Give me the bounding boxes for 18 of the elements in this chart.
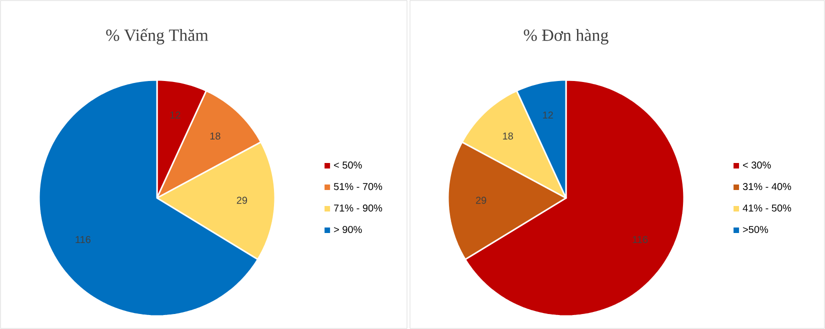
legend-label: > 90% bbox=[334, 226, 362, 234]
data-label: 116 bbox=[76, 236, 90, 244]
data-label: 12 bbox=[543, 112, 553, 118]
legend-label: 71% - 90% bbox=[334, 204, 382, 212]
legend-label: < 30% bbox=[743, 162, 771, 169]
data-label: 18 bbox=[503, 132, 513, 140]
chart-title: % Viếng Thăm bbox=[106, 28, 208, 44]
legend-label: >50% bbox=[743, 226, 768, 234]
legend-label: 41% - 50% bbox=[742, 204, 792, 212]
legend-label: 31% - 40% bbox=[742, 183, 792, 190]
chart-title: % Đơn hàng bbox=[524, 28, 608, 44]
data-label: 29 bbox=[476, 196, 486, 204]
data-label: 12 bbox=[170, 112, 180, 118]
data-label: 18 bbox=[210, 132, 220, 140]
legend-label: 51% - 70% bbox=[334, 183, 382, 190]
data-label: 116 bbox=[632, 236, 648, 244]
data-label: 29 bbox=[236, 196, 248, 204]
legend-label: < 50% bbox=[334, 162, 362, 169]
